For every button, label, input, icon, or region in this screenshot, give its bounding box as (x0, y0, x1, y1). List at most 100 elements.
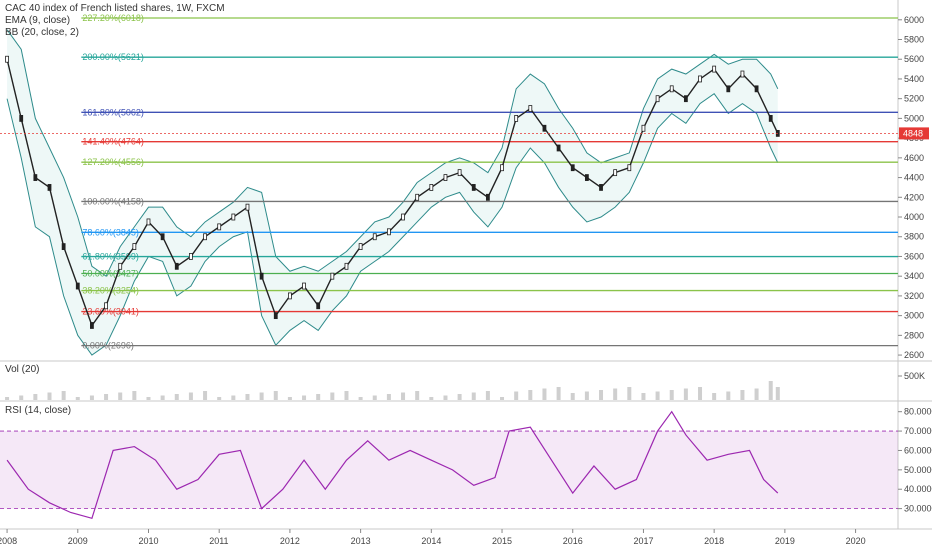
last-price-badge (899, 127, 929, 140)
price-candle-5 (75, 282, 80, 290)
volume-bar-3 (47, 392, 52, 400)
price-candle-12 (174, 262, 179, 270)
price-candle-8 (118, 262, 123, 270)
volume-bar-13 (188, 392, 193, 400)
x-tick-label-2015: 2015 (492, 536, 512, 546)
price-candle-2 (33, 174, 38, 181)
x-tick-label-2011: 2011 (209, 536, 228, 546)
volume-bar-34 (485, 391, 490, 400)
price-candle-48 (683, 95, 688, 103)
volume-bar-12 (174, 394, 179, 400)
price-candle-7 (104, 302, 108, 310)
price-candle-15 (217, 223, 222, 231)
volume-bar-45 (641, 393, 646, 400)
volume-bar-37 (528, 390, 533, 400)
volume-bar-2 (33, 394, 38, 400)
x-tick-label-2020: 2020 (846, 536, 866, 546)
price-tick-label-5200: 5200 (904, 94, 924, 104)
volume-bar-50 (712, 393, 717, 400)
price-candle-26 (372, 233, 377, 241)
price-candle-33 (471, 184, 476, 191)
volume-bar-9 (132, 391, 137, 400)
price-candle-23 (330, 272, 335, 280)
volume-bar-10 (146, 397, 151, 400)
volume-bar-39 (556, 387, 561, 400)
volume-bar-49 (698, 387, 703, 400)
bb-legend: BB (20, close, 2) (5, 27, 79, 38)
x-tick-label-2012: 2012 (280, 536, 300, 546)
volume-bar-4 (61, 391, 66, 400)
chart-title: CAC 40 index of French listed shares, 1W… (5, 3, 225, 14)
price-candle-29 (415, 193, 420, 201)
rsi-line (6, 410, 779, 520)
volume-bar-21 (302, 395, 307, 400)
volume-bar-1 (19, 395, 24, 400)
price-candle-24 (344, 262, 349, 270)
volume-bar-22 (316, 394, 321, 400)
bollinger-band-fill (7, 29, 778, 356)
volume-bar-18 (259, 392, 264, 400)
volume-bar-53 (754, 388, 759, 400)
volume-bar-7 (104, 394, 109, 400)
price-tick-label-3800: 3800 (904, 232, 924, 242)
price-tick-label-4600: 4600 (904, 153, 924, 163)
price-tick-label-4400: 4400 (904, 173, 924, 183)
x-tick-label-2014: 2014 (421, 536, 441, 546)
price-candle-13 (189, 253, 193, 260)
price-tick-label-5000: 5000 (904, 113, 924, 123)
volume-bar-28 (401, 392, 406, 400)
price-candle-0 (5, 55, 9, 63)
price-tick-label-3600: 3600 (904, 251, 924, 261)
price-candle-1 (19, 115, 24, 122)
volume-bar-48 (683, 388, 688, 400)
price-candle-11 (160, 233, 165, 241)
volume-bar-33 (471, 392, 476, 400)
x-tick-label-2013: 2013 (351, 536, 371, 546)
volume-bar-29 (415, 391, 420, 400)
volume-bar-20 (287, 397, 292, 400)
x-tick-label-2016: 2016 (563, 536, 583, 546)
volume-bar-8 (118, 392, 123, 400)
volume-bar-36 (514, 391, 519, 400)
price-candle-46 (655, 95, 660, 103)
volume-bar-31 (443, 395, 448, 400)
volume-bar-44 (627, 387, 632, 400)
price-candle-50 (712, 65, 717, 73)
x-tick-label-2019: 2019 (775, 536, 795, 546)
volume-bar-15 (217, 397, 222, 400)
fib-level-label-8: 50.00%(3427) (82, 269, 139, 279)
volume-bar-6 (89, 395, 94, 400)
price-candle-45 (641, 124, 646, 132)
price-candle-34 (485, 193, 490, 201)
price-tick-label-6000: 6000 (904, 15, 924, 25)
volume-bar-38 (542, 388, 547, 400)
volume-bar-17 (245, 394, 250, 400)
volume-bar-54 (768, 381, 773, 400)
x-tick-label-2010: 2010 (138, 536, 158, 546)
price-candle-39 (556, 144, 561, 152)
rsi-legend: RSI (14, close) (5, 405, 72, 416)
fib-level-label-10: 23.60%(3041) (82, 307, 139, 317)
price-candle-9 (132, 243, 137, 250)
price-close-line (6, 59, 779, 327)
volume-bar-16 (231, 395, 236, 400)
price-candle-21 (302, 282, 306, 290)
price-tick-label-5600: 5600 (904, 54, 924, 64)
price-candle-37 (528, 105, 533, 112)
volume-bar-23 (330, 392, 335, 400)
price-tick-label-3400: 3400 (904, 271, 924, 281)
price-candle-6 (90, 322, 94, 329)
price-candle-3 (47, 184, 52, 191)
price-candle-44 (627, 164, 632, 172)
fib-level-label-3: 141.40%(4764) (82, 137, 144, 147)
volume-bar-51 (726, 391, 731, 400)
bollinger-lower-line (6, 93, 779, 356)
volume-bar-24 (344, 391, 349, 400)
